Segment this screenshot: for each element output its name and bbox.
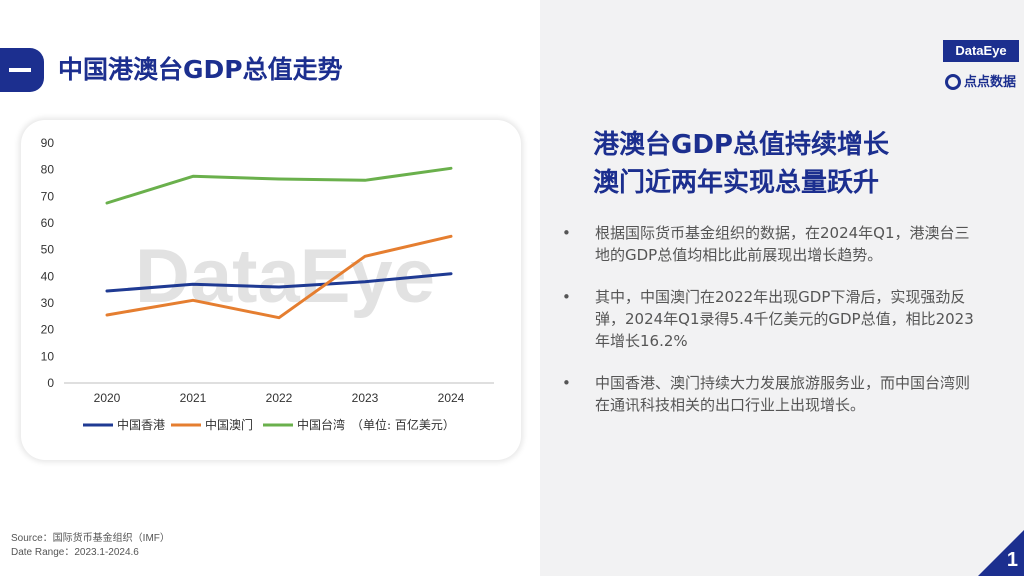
y-tick-label: 20	[41, 323, 55, 337]
legend-label: 中国澳门	[205, 417, 253, 432]
series-line	[105, 272, 453, 293]
page-number: 1	[1006, 549, 1018, 571]
chart-card: DataEye 0 10 20 30 40 50 60 70 80 90 2020 2021 2022…	[21, 120, 521, 460]
x-axis-ticks: 2020 2021 2022 2023 2024	[94, 391, 465, 405]
series-lines	[105, 166, 453, 320]
y-tick-label: 0	[47, 376, 54, 390]
insight-text: 中国香港、澳门持续大力发展旅游服务业，而中国台湾则在通讯科技相关的出口行业上出现…	[595, 374, 971, 414]
series-line	[105, 166, 453, 205]
insight-item: • 根据国际货币基金组织的数据，在2024年Q1，港澳台三地的GDP总值均相比此前…	[562, 222, 982, 266]
chart-legend: 中国香港 中国澳门 中国台湾 （单位: 百亿美元）	[83, 417, 455, 432]
bullet-marker: •	[562, 374, 571, 392]
legend-label: 中国香港	[117, 417, 165, 432]
y-tick-label: 60	[41, 216, 55, 230]
insight-item: • 中国香港、澳门持续大力发展旅游服务业，而中国台湾则在通讯科技相关的出口行业上出…	[562, 372, 982, 416]
y-tick-label: 90	[41, 136, 55, 150]
headline-line-1: 港澳台GDP总值持续增长	[593, 130, 889, 160]
y-tick-label: 30	[41, 296, 55, 310]
date-range-line: Date Range：2023.1-2024.6	[11, 547, 139, 558]
insight-item: • 其中，中国澳门在2022年出现GDP下滑后，实现强劲反弹，2024年Q1录得5…	[562, 286, 982, 352]
headline-line-2: 澳门近两年实现总量跃升	[593, 168, 880, 198]
y-tick-label: 70	[41, 189, 55, 203]
insight-list: • 根据国际货币基金组织的数据，在2024年Q1，港澳台三地的GDP总值均相比此前…	[562, 222, 982, 436]
x-tick-label: 2020	[94, 391, 121, 405]
source-line: Source：国际货币基金组织（IMF）	[11, 533, 170, 544]
x-tick-label: 2023	[352, 391, 379, 405]
page-corner	[978, 530, 1024, 576]
unit-note: （单位: 百亿美元）	[351, 417, 455, 432]
bullet-marker: •	[562, 224, 571, 242]
chart-watermark: DataEye	[135, 234, 435, 319]
dash-icon	[9, 68, 31, 72]
gdp-line-chart: DataEye 0 10 20 30 40 50 60 70 80 90 2020 2021 2022…	[41, 136, 494, 432]
insight-text: 根据国际货币基金组织的数据，在2024年Q1，港澳台三地的GDP总值均相比此前展…	[595, 224, 970, 264]
dataeye-logo: DataEye	[943, 40, 1019, 62]
source-note: Source：国际货币基金组织（IMF） Date Range：2023.1-2…	[11, 532, 170, 560]
bullet-marker: •	[562, 288, 571, 306]
legend-label: 中国台湾	[297, 417, 345, 432]
right-pane	[540, 0, 1024, 576]
y-tick-label: 80	[41, 163, 55, 177]
y-tick-label: 10	[41, 349, 55, 363]
diandian-logo-text: 点点数据	[964, 75, 1017, 90]
diandian-logo-icon	[945, 73, 961, 90]
headline: 港澳台GDP总值持续增长 澳门近两年实现总量跃升	[593, 126, 889, 202]
series-line	[105, 234, 453, 320]
diandian-logo: 点点数据	[945, 72, 1016, 94]
page-title: 中国港澳台GDP总值走势	[58, 55, 343, 84]
x-tick-label: 2024	[438, 391, 465, 405]
insight-text: 其中，中国澳门在2022年出现GDP下滑后，实现强劲反弹，2024年Q1录得5.…	[595, 288, 974, 350]
y-tick-label: 40	[41, 269, 55, 283]
section-number-tab	[0, 48, 44, 92]
x-tick-label: 2021	[180, 391, 207, 405]
y-axis-ticks: 0 10 20 30 40 50 60 70 80 90	[41, 136, 55, 390]
x-tick-label: 2022	[266, 391, 293, 405]
y-tick-label: 50	[41, 243, 55, 257]
